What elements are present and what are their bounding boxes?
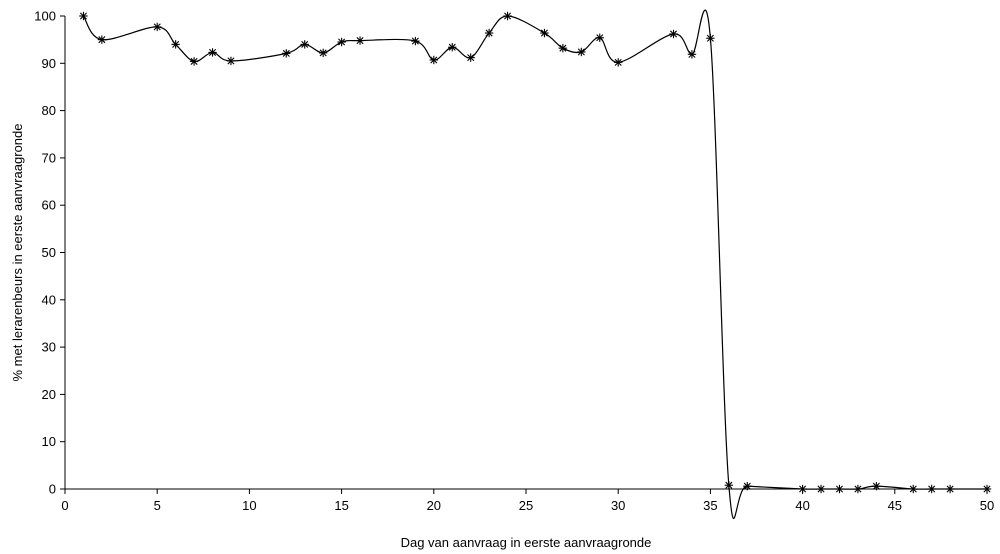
data-point [687, 50, 697, 59]
x-tick-label: 35 [703, 498, 717, 513]
x-tick-label: 25 [519, 498, 533, 513]
data-point [909, 484, 918, 494]
data-point [706, 34, 715, 43]
data-point [448, 43, 457, 52]
x-tick-label: 40 [795, 498, 809, 513]
y-tick-label: 20 [42, 387, 56, 402]
data-point [614, 58, 623, 67]
data-point [503, 11, 512, 21]
x-tick-label: 0 [61, 498, 68, 513]
data-point [982, 484, 992, 494]
x-tick-label: 30 [611, 498, 625, 513]
data-point [816, 484, 826, 494]
data-point [429, 55, 438, 65]
data-point [835, 484, 844, 494]
data-point [208, 48, 217, 57]
data-point [743, 481, 752, 491]
data-point [318, 48, 328, 58]
data-point [927, 484, 936, 494]
x-axis-title: Dag van aanvraag in eerste aanvraagronde [401, 535, 652, 550]
y-tick-label: 0 [49, 482, 56, 497]
x-tick-label: 50 [980, 498, 994, 513]
y-tick-label: 60 [42, 198, 56, 213]
y-tick-label: 50 [42, 245, 56, 260]
x-tick-label: 15 [334, 498, 348, 513]
data-point [595, 33, 604, 42]
data-point [226, 56, 236, 66]
data-point [724, 481, 734, 490]
y-tick-label: 100 [34, 9, 56, 24]
data-point [872, 481, 881, 491]
data-point [577, 47, 586, 57]
data-point [97, 35, 107, 44]
data-point [945, 484, 955, 494]
data-point [558, 43, 568, 53]
data-point [540, 28, 549, 38]
y-axis-title: % met lerarenbeurs in eerste aanvraagron… [10, 124, 25, 382]
y-tick-label: 70 [42, 150, 56, 165]
data-point [153, 22, 162, 32]
data-point [171, 40, 180, 49]
x-tick-label: 10 [242, 498, 256, 513]
x-tick-label: 5 [154, 498, 161, 513]
data-point [300, 40, 309, 49]
data-point [669, 29, 678, 39]
tick-marks [60, 15, 988, 494]
series [82, 9, 987, 519]
data-point [411, 36, 420, 46]
data-point [853, 484, 863, 494]
data-point [79, 11, 88, 21]
data-point [798, 484, 807, 494]
y-tick-label: 80 [42, 103, 56, 118]
y-tick-label: 90 [42, 56, 56, 71]
y-tick-label: 10 [42, 434, 56, 449]
series-line [82, 9, 987, 519]
axes [64, 16, 987, 490]
x-tick-label: 45 [888, 498, 902, 513]
data-point [189, 57, 199, 66]
x-tick-label: 20 [427, 498, 441, 513]
data-point [337, 37, 346, 47]
data-point [282, 49, 291, 58]
y-tick-label: 40 [42, 292, 56, 307]
tick-labels: 0 5 10 15 20 25 30 35 40 45 50 0 10 20 30 40 50 60 70 80 90 1… [34, 9, 994, 514]
data-point [466, 53, 475, 62]
data-point [355, 36, 365, 45]
data-markers [79, 11, 992, 494]
data-point [484, 28, 494, 38]
y-tick-label: 30 [42, 340, 56, 355]
